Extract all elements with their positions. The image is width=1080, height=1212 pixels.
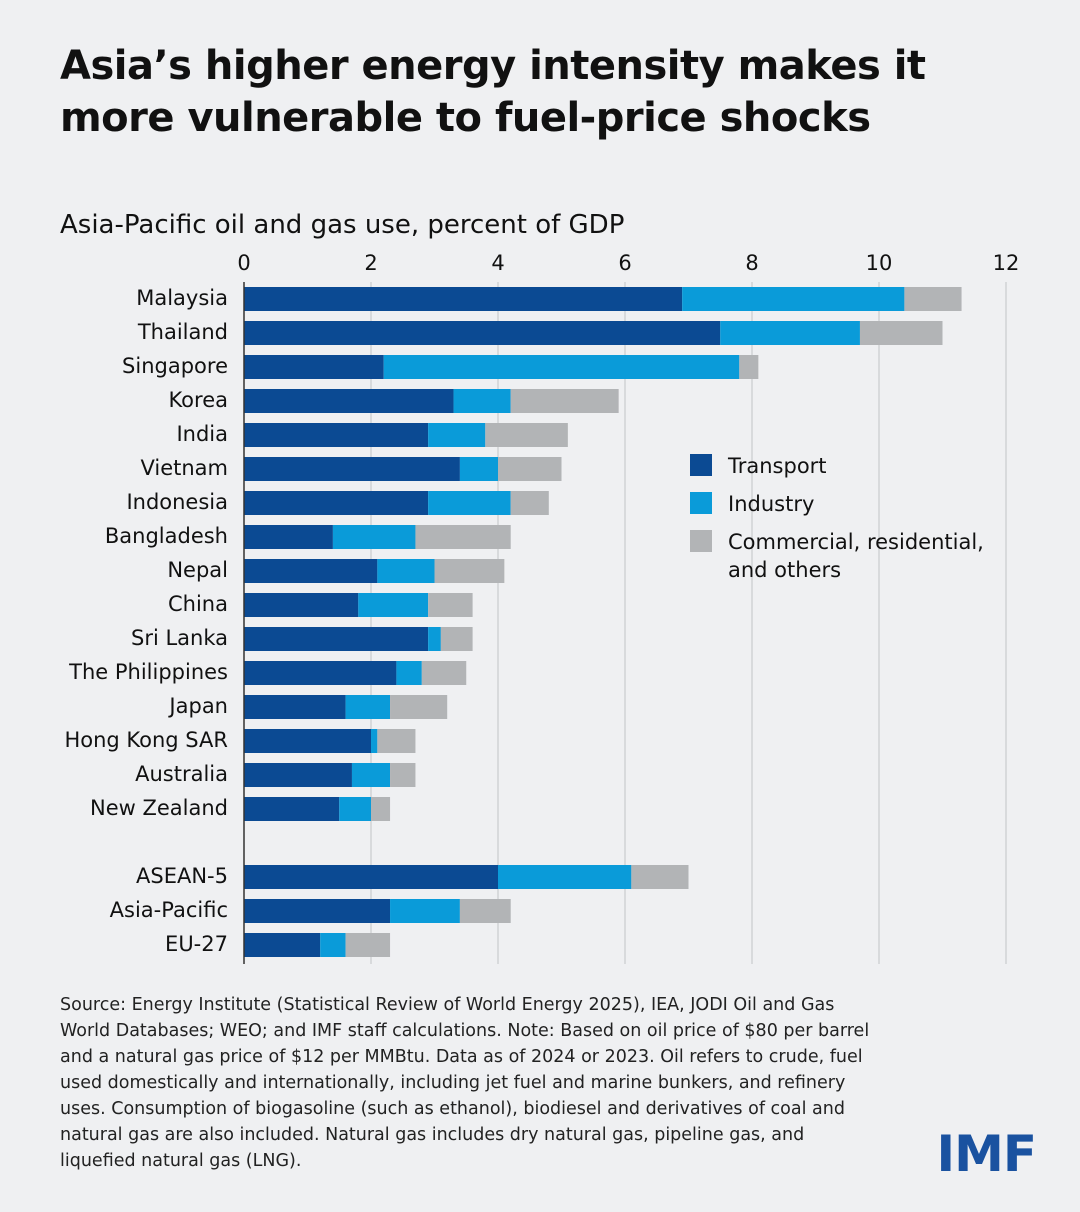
legend-item: Transport [690,452,998,480]
y-tick-label: Vietnam [140,456,228,480]
bar-segment [244,559,378,583]
y-tick-label: China [168,592,228,616]
y-tick-label: India [176,422,228,446]
bar-segment [244,389,454,413]
bar-segment [320,933,346,957]
y-tick-label: Indonesia [126,490,228,514]
chart-subtitle: Asia-Pacific oil and gas use, percent of… [60,210,625,240]
bar-segment [339,797,371,821]
bar-segment [390,763,416,787]
bar-segment [859,321,943,345]
bar-segment [720,321,860,345]
y-tick-label: Nepal [167,558,228,582]
y-tick-label: The Philippines [68,660,228,684]
bar-segment [244,593,359,617]
bar-segment [244,457,460,481]
y-tick-label: Bangladesh [105,524,228,548]
bar-segment [332,525,416,549]
bar-segment [453,389,511,413]
bar-segment [377,559,435,583]
bar-segment [244,899,391,923]
bar-segment [244,627,429,651]
y-tick-label: Singapore [122,354,228,378]
bar-segment [244,355,384,379]
legend-item: Industry [690,490,998,518]
bar-segment [510,491,549,515]
bar-segment [345,933,391,957]
bar-segment [377,729,416,753]
chart-title: Asia’s higher energy intensity makes it … [60,43,926,141]
bar-segment [358,593,429,617]
bar-segment [485,423,568,447]
bar-segment [244,321,721,345]
bar-segment [421,661,467,685]
bar-segment [244,661,397,685]
y-tick-label: Asia-Pacific [110,898,228,922]
bar-segment [351,763,391,787]
bar-segment [434,559,505,583]
legend-label: Commercial, residential, and others [728,530,984,582]
legend-swatch [690,530,712,552]
y-tick-label: Korea [168,388,228,412]
bar-segment [244,763,352,787]
bar-segment [428,491,511,515]
bar-segment [440,627,473,651]
bar-segment [428,423,486,447]
y-tick-label: New Zealand [90,796,228,820]
y-tick-label: Thailand [137,320,228,344]
bar-segment [428,627,441,651]
y-tick-label: EU-27 [165,932,228,956]
bar-segment [396,661,422,685]
bar-segment [383,355,740,379]
x-tick-label: 2 [364,251,377,275]
bar-segment [371,729,378,753]
bar-segment [459,457,498,481]
bar-segment [345,695,391,719]
bar-segment [244,695,346,719]
legend-swatch [690,492,712,514]
y-tick-label: Hong Kong SAR [64,728,228,752]
bar-segment [371,797,391,821]
bar-segment [498,457,562,481]
x-tick-label: 10 [866,251,893,275]
bar-segment [428,593,473,617]
bar-segment [244,865,498,889]
logo: IMF [936,1125,1037,1183]
x-tick-label: 12 [993,251,1020,275]
legend-swatch [690,454,712,476]
bar-segment [739,355,759,379]
bar-segment [390,695,448,719]
y-tick-label: Malaysia [136,286,228,310]
legend-label: Industry [728,492,815,516]
x-tick-label: 6 [618,251,631,275]
x-tick-label: 8 [745,251,758,275]
y-tick-label: Australia [135,762,228,786]
bar-segment [415,525,511,549]
bar-segment [682,287,905,311]
bar-segment [244,491,429,515]
bar-segment [244,729,371,753]
y-tick-label: Japan [167,694,228,718]
source-note: Source: Energy Institute (Statistical Re… [60,995,870,1171]
bar-segment [390,899,460,923]
bar-segment [631,865,689,889]
bar-segment [459,899,511,923]
y-tick-label: ASEAN-5 [136,864,228,888]
bar-segment [244,423,429,447]
legend-label: Transport [728,454,827,478]
bar-segment [244,797,340,821]
legend: Transport Industry Commercial, residential… [690,452,998,594]
y-tick-label: Sri Lanka [131,626,228,650]
bar-segment [244,287,683,311]
bar-segment [904,287,962,311]
x-tick-label: 4 [491,251,504,275]
legend-item: Commercial, residential, and others [690,528,998,584]
bar-segment [244,525,333,549]
bar-segment [244,933,321,957]
bar-segment [510,389,619,413]
bar-segment [498,865,632,889]
x-tick-label: 0 [237,251,250,275]
